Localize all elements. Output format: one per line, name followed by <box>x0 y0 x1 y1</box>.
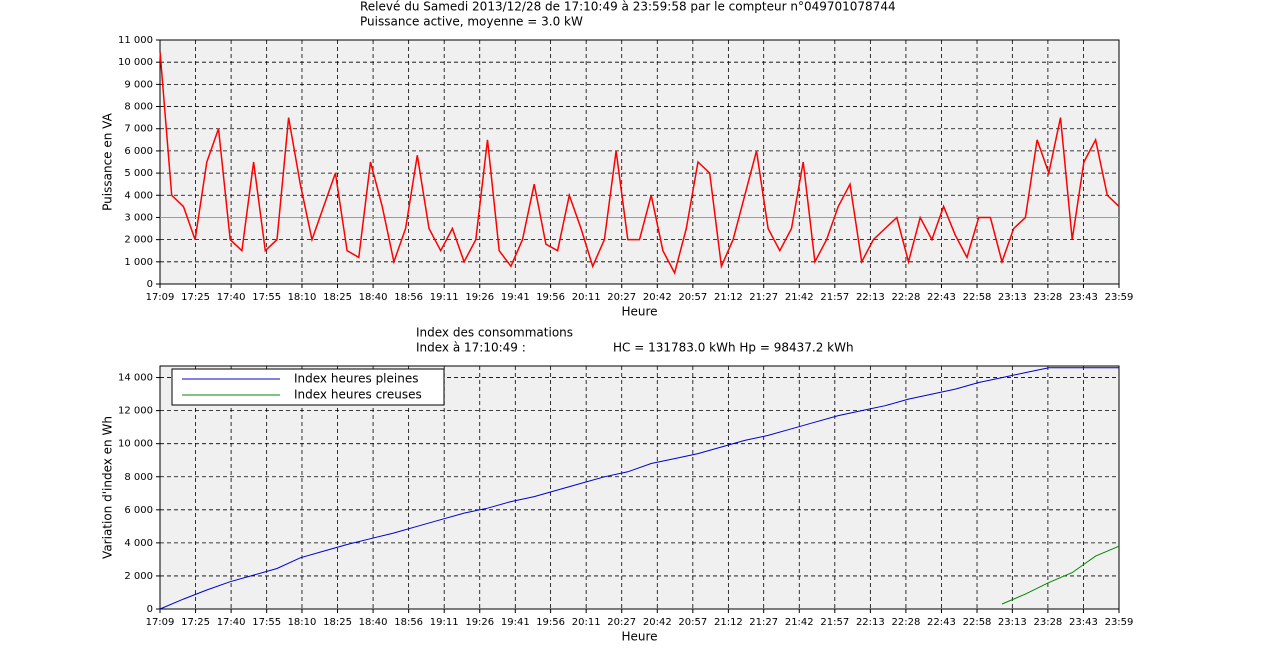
x-tick-label: 23:43 <box>1069 617 1098 628</box>
chart-subtitle: Index à 17:10:49 : <box>416 341 526 355</box>
x-tick-label: 21:12 <box>714 292 743 303</box>
y-tick-label: 9 000 <box>124 79 153 90</box>
x-tick-label: 21:27 <box>749 617 778 628</box>
x-tick-label: 22:43 <box>927 617 956 628</box>
plot-area <box>160 366 1119 609</box>
y-tick-label: 8 000 <box>124 102 153 113</box>
x-tick-label: 18:25 <box>323 617 352 628</box>
series-line <box>159 367 1119 610</box>
chart-subtitle: Puissance active, moyenne = 3.0 kW <box>360 15 583 29</box>
series-line <box>159 51 1120 275</box>
y-tick-label: 0 <box>147 279 153 290</box>
x-tick-label: 19:56 <box>536 292 565 303</box>
x-tick-label: 21:42 <box>785 292 814 303</box>
series-line <box>1001 545 1120 605</box>
x-tick-label: 20:11 <box>572 617 601 628</box>
legend-box <box>171 368 445 406</box>
x-tick-label: 23:13 <box>998 617 1027 628</box>
x-tick-label: 22:28 <box>892 292 921 303</box>
y-tick-label: 2 000 <box>124 235 153 246</box>
annotation: HC = 131783.0 kWh Hp = 98437.2 kWh <box>613 341 854 355</box>
x-tick-label: 22:28 <box>892 617 921 628</box>
y-tick-label: 14 000 <box>118 373 153 384</box>
x-tick-label: 22:43 <box>927 292 956 303</box>
x-tick-label: 22:13 <box>856 292 885 303</box>
x-axis-label: Heure <box>621 630 657 644</box>
y-tick-label: 12 000 <box>118 406 153 417</box>
y-tick-label: 11 000 <box>118 35 153 46</box>
plot-frame <box>159 39 1120 285</box>
x-tick-label: 19:26 <box>465 617 494 628</box>
x-tick-label: 21:27 <box>749 292 778 303</box>
x-tick-label: 18:40 <box>359 292 388 303</box>
y-tick-label: 8 000 <box>124 472 153 483</box>
chart-title: Index des consommations <box>416 326 573 340</box>
x-tick-label: 17:25 <box>181 617 210 628</box>
x-tick-label: 19:11 <box>430 292 459 303</box>
plot-frame <box>159 365 1120 610</box>
x-tick-label: 21:12 <box>714 617 743 628</box>
chart-title: Relevé du Samedi 2013/12/28 de 17:10:49 … <box>360 0 896 14</box>
y-tick-label: 4 000 <box>124 190 153 201</box>
x-tick-label: 19:41 <box>501 292 530 303</box>
x-tick-label: 18:56 <box>394 292 423 303</box>
x-tick-label: 18:10 <box>288 617 317 628</box>
x-tick-label: 18:10 <box>288 292 317 303</box>
x-tick-label: 17:40 <box>217 617 246 628</box>
x-tick-label: 22:13 <box>856 617 885 628</box>
y-tick-label: 5 000 <box>124 168 153 179</box>
x-tick-label: 17:55 <box>252 617 281 628</box>
x-tick-label: 17:55 <box>252 292 281 303</box>
x-tick-label: 17:40 <box>217 292 246 303</box>
x-axis-label: Heure <box>621 305 657 319</box>
y-tick-label: 10 000 <box>118 439 153 450</box>
y-tick-label: 4 000 <box>124 538 153 549</box>
x-tick-label: 20:27 <box>607 292 636 303</box>
y-tick-label: 7 000 <box>124 124 153 135</box>
y-axis-label: Variation d'index en Wh <box>101 416 115 559</box>
x-tick-label: 19:26 <box>465 292 494 303</box>
x-tick-label: 19:56 <box>536 617 565 628</box>
x-tick-label: 23:59 <box>1105 292 1134 303</box>
y-tick-label: 0 <box>147 604 153 615</box>
x-tick-label: 18:40 <box>359 617 388 628</box>
x-tick-label: 23:28 <box>1033 617 1062 628</box>
x-tick-label: 23:13 <box>998 292 1027 303</box>
x-tick-label: 17:09 <box>146 292 175 303</box>
x-tick-label: 18:56 <box>394 617 423 628</box>
x-tick-label: 20:11 <box>572 292 601 303</box>
y-tick-label: 6 000 <box>124 146 153 157</box>
x-tick-label: 20:42 <box>643 292 672 303</box>
x-tick-label: 21:57 <box>820 617 849 628</box>
x-tick-label: 23:59 <box>1105 617 1134 628</box>
y-tick-label: 6 000 <box>124 505 153 516</box>
x-tick-label: 22:58 <box>963 617 992 628</box>
y-tick-label: 10 000 <box>118 57 153 68</box>
x-tick-label: 19:11 <box>430 617 459 628</box>
x-tick-label: 21:42 <box>785 617 814 628</box>
x-tick-label: 20:27 <box>607 617 636 628</box>
plot-area <box>160 40 1119 284</box>
x-tick-label: 23:43 <box>1069 292 1098 303</box>
x-tick-label: 21:57 <box>820 292 849 303</box>
y-tick-label: 3 000 <box>124 212 153 223</box>
x-tick-label: 18:25 <box>323 292 352 303</box>
y-tick-label: 2 000 <box>124 571 153 582</box>
y-tick-label: 1 000 <box>124 257 153 268</box>
y-axis-label: Puissance en VA <box>101 112 115 210</box>
x-tick-label: 22:58 <box>963 292 992 303</box>
legend-label: Index heures creuses <box>294 388 422 402</box>
x-tick-label: 23:28 <box>1033 292 1062 303</box>
legend-label: Index heures pleines <box>294 372 418 386</box>
x-tick-label: 20:57 <box>678 292 707 303</box>
x-tick-label: 20:42 <box>643 617 672 628</box>
x-tick-label: 20:57 <box>678 617 707 628</box>
x-tick-label: 17:25 <box>181 292 210 303</box>
x-tick-label: 17:09 <box>146 617 175 628</box>
x-tick-label: 19:41 <box>501 617 530 628</box>
